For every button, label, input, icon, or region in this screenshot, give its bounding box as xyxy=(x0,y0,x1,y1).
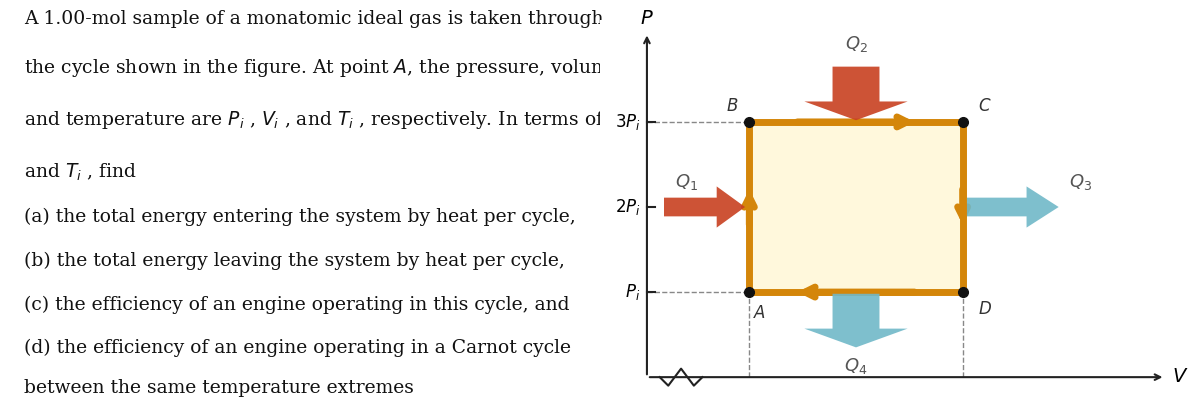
Text: and $T_i$ , find: and $T_i$ , find xyxy=(24,161,137,183)
Text: $Q_4$: $Q_4$ xyxy=(845,356,868,376)
Text: $P$: $P$ xyxy=(640,10,654,28)
Text: $C$: $C$ xyxy=(978,98,991,115)
Text: between the same temperature extremes: between the same temperature extremes xyxy=(24,379,414,397)
Text: (c) the efficiency of an engine operating in this cycle, and: (c) the efficiency of an engine operatin… xyxy=(24,295,570,314)
FancyArrow shape xyxy=(967,187,1058,227)
FancyArrow shape xyxy=(804,294,907,347)
Text: (a) the total energy entering the system by heat per cycle,: (a) the total energy entering the system… xyxy=(24,208,576,226)
Text: $B$: $B$ xyxy=(726,98,739,115)
FancyArrow shape xyxy=(664,187,745,227)
Text: and temperature are $P_i$ , $V_i$ , and $T_i$ , respectively. In terms of $R$: and temperature are $P_i$ , $V_i$ , and … xyxy=(24,109,622,131)
Text: $3P_i$: $3P_i$ xyxy=(614,112,641,132)
Text: (b) the total energy leaving the system by heat per cycle,: (b) the total energy leaving the system … xyxy=(24,252,565,270)
Text: $A$: $A$ xyxy=(754,305,767,322)
Text: $V$: $V$ xyxy=(1171,368,1188,386)
Text: $Q_2$: $Q_2$ xyxy=(845,34,868,54)
Text: $Q_1$: $Q_1$ xyxy=(674,172,697,192)
FancyArrow shape xyxy=(804,67,907,120)
Text: $2V_i$: $2V_i$ xyxy=(949,396,977,397)
Text: $P_i$: $P_i$ xyxy=(625,282,641,302)
Text: $D$: $D$ xyxy=(978,301,991,318)
Bar xyxy=(749,122,962,292)
Text: the cycle shown in the figure. At point $A$, the pressure, volume,: the cycle shown in the figure. At point … xyxy=(24,58,625,79)
Text: $2P_i$: $2P_i$ xyxy=(614,197,641,217)
Text: $Q_3$: $Q_3$ xyxy=(1069,172,1092,192)
Text: A 1.00-mol sample of a monatomic ideal gas is taken through: A 1.00-mol sample of a monatomic ideal g… xyxy=(24,10,604,28)
Text: (d) the efficiency of an engine operating in a Carnot cycle: (d) the efficiency of an engine operatin… xyxy=(24,339,571,357)
Text: $V_i$: $V_i$ xyxy=(742,396,757,397)
